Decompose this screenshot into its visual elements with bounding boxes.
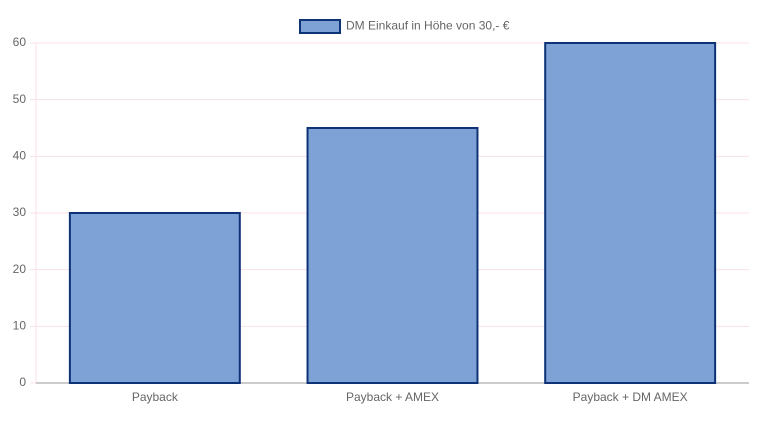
y-tick-label: 40: [13, 149, 27, 163]
y-tick-label: 10: [13, 319, 27, 333]
y-tick-label: 50: [13, 92, 27, 106]
bar: [306, 127, 479, 384]
y-tick-label: 20: [13, 262, 27, 276]
bar: [68, 212, 241, 384]
x-tick-label: Payback + AMEX: [346, 390, 439, 404]
legend-label: DM Einkauf in Höhe von 30,- €: [346, 19, 510, 33]
bar: [544, 42, 717, 384]
legend-swatch: [299, 19, 341, 34]
x-tick-label: Payback: [132, 390, 179, 404]
y-tick-label: 60: [13, 35, 27, 49]
x-tick-label: Payback + DM AMEX: [573, 390, 688, 404]
y-tick-label: 0: [19, 375, 26, 389]
y-tick-label: 30: [13, 205, 27, 219]
